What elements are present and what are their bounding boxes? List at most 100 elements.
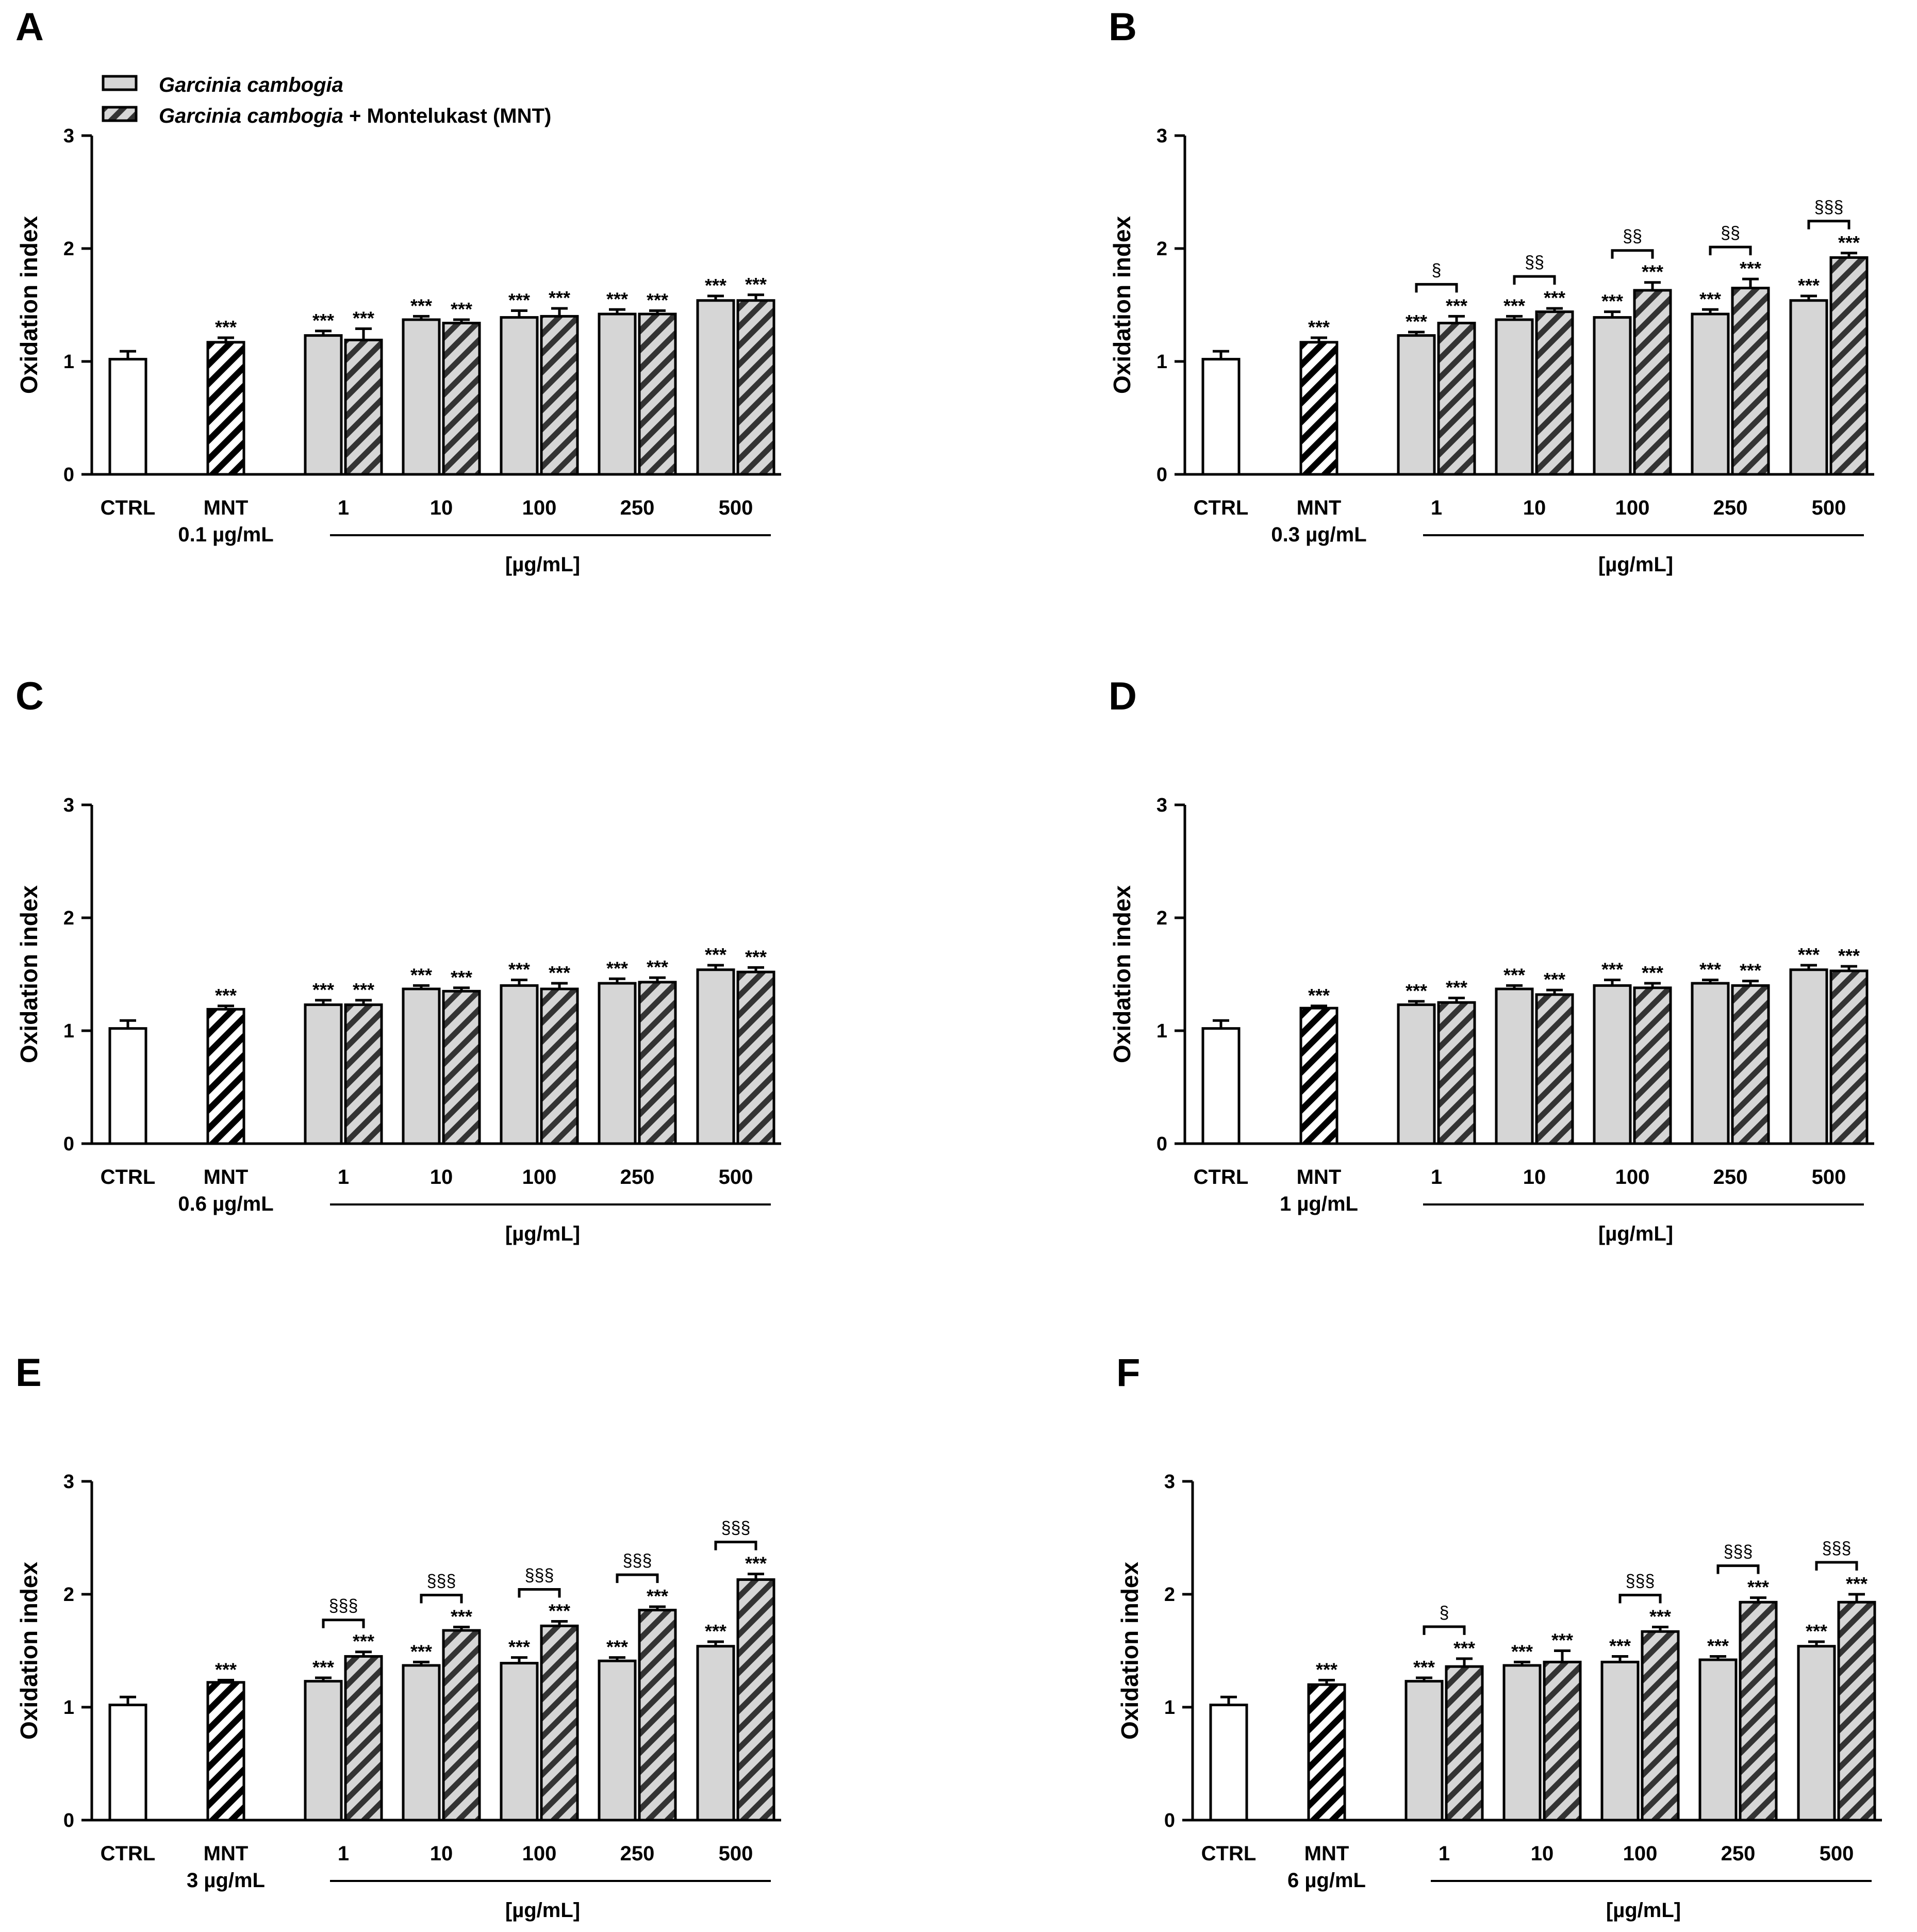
y-axis-label: Oxidation index (15, 885, 42, 1063)
bar-gc-mnt (1633, 986, 1672, 1145)
significance-gc-mnt: *** (1642, 962, 1663, 983)
bar-gc (1789, 299, 1828, 476)
significance-gc: *** (410, 295, 432, 316)
bar-gc (304, 1680, 343, 1822)
x-label-mnt-dose: 0.6 µg/mL (178, 1193, 273, 1215)
x-label-category: 100 (522, 497, 557, 519)
x-label-category: 100 (1615, 497, 1650, 519)
legend: Garcinia cambogia Garcinia cambogia + Mo… (102, 74, 551, 127)
y-tick-label: 2 (63, 907, 74, 929)
panel-label: F (1116, 1351, 1140, 1395)
bar-ctrl (1209, 1704, 1248, 1822)
bar-gc-mnt (540, 315, 579, 476)
x-label-category: 250 (620, 1842, 655, 1865)
bar-gc (1691, 312, 1730, 476)
significance-gc-mnt: *** (647, 1586, 668, 1607)
significance-gc-mnt: *** (647, 289, 668, 310)
x-label-category: 500 (1812, 1166, 1846, 1188)
significance-gc: *** (410, 964, 432, 985)
bar-gc (1397, 1003, 1436, 1145)
legend-label-combo: Garcinia cambogia + Montelukast (MNT) (159, 105, 551, 127)
bar-gc (1404, 1680, 1444, 1822)
significance-gc: *** (508, 1637, 530, 1658)
x-label-category: 250 (1713, 1166, 1748, 1188)
significance-gc-mnt: *** (1740, 960, 1761, 981)
legend-swatch-combo (102, 106, 138, 122)
comparison-bracket (1611, 249, 1654, 259)
bar-gc-mnt (442, 322, 481, 476)
bar-gc (402, 318, 441, 476)
bar-gc-mnt (1437, 322, 1476, 476)
x-label-mnt: MNT (1297, 1166, 1342, 1188)
bar-gc (500, 1662, 539, 1822)
bar-gc (1593, 984, 1632, 1145)
bar-gc (402, 987, 441, 1145)
x-label-ctrl: CTRL (101, 497, 156, 519)
bar-gc (1495, 318, 1534, 476)
bar-gc-mnt (638, 312, 677, 476)
bar-gc-mnt (1543, 1660, 1582, 1822)
x-label-category: 500 (719, 497, 753, 519)
bar-mnt (1307, 1683, 1346, 1822)
significance-gc-mnt: *** (353, 1631, 374, 1652)
y-tick-label: 1 (63, 351, 74, 373)
bar-gc (304, 334, 343, 476)
y-tick-label: 0 (1156, 464, 1167, 486)
bar-gc-mnt (1837, 1600, 1876, 1822)
comparison-bracket (714, 1541, 757, 1550)
comparison-significance: §§§ (1724, 1542, 1753, 1562)
x-label-mnt-dose: 3 µg/mL (187, 1869, 265, 1892)
x-label-mnt: MNT (1304, 1842, 1349, 1865)
bar-ctrl (108, 1027, 147, 1145)
significance-mnt: *** (215, 317, 237, 338)
comparison-bracket (1513, 275, 1556, 285)
y-tick-label: 0 (63, 464, 74, 486)
bar-mnt (206, 1008, 245, 1145)
panel-label: B (1109, 5, 1137, 49)
x-label-category: 250 (1713, 497, 1748, 519)
significance-mnt: *** (1308, 985, 1330, 1006)
y-tick-label: 0 (63, 1810, 74, 1831)
bar-ctrl (1201, 1027, 1241, 1145)
x-label-category: 10 (430, 1166, 453, 1188)
significance-gc-mnt: *** (1846, 1573, 1868, 1594)
x-label-mnt: MNT (1297, 497, 1342, 519)
comparison-significance: §§§ (525, 1566, 554, 1586)
y-tick-label: 3 (1164, 1471, 1175, 1493)
y-tick-label: 0 (63, 1133, 74, 1155)
bar-gc-mnt (736, 299, 775, 476)
significance-gc-mnt: *** (647, 956, 668, 978)
bar-gc (696, 299, 735, 476)
x-label-category: 250 (620, 497, 655, 519)
bar-gc-mnt (1633, 289, 1672, 476)
bar-gc (598, 1659, 637, 1822)
bar-gc-mnt (638, 981, 677, 1145)
significance-gc: *** (1511, 1641, 1533, 1662)
bar-ctrl (108, 358, 147, 476)
x-label-category: 100 (1615, 1166, 1650, 1188)
y-axis-label: Oxidation index (1116, 1562, 1143, 1740)
panel-e: E 0 1 2 3 Oxidation index CTRL *** MNT 3 µg/mL ***… (15, 1351, 781, 1922)
x-label-category: 100 (1623, 1842, 1658, 1865)
x-label-ctrl: CTRL (101, 1842, 156, 1865)
bar-gc-mnt (1437, 1001, 1476, 1145)
x-label-category: 1 (338, 497, 349, 519)
comparison-significance: §§§ (1814, 197, 1844, 217)
bar-gc-mnt (638, 1609, 677, 1822)
bar-gc (402, 1664, 441, 1822)
bar-gc (1789, 968, 1828, 1145)
y-tick-label: 3 (1156, 125, 1167, 147)
bar-gc-mnt (1535, 993, 1574, 1145)
bar-gc-mnt (1535, 310, 1574, 476)
comparison-bracket (1807, 220, 1850, 229)
significance-gc-mnt: *** (549, 1600, 570, 1622)
significance-gc: *** (1798, 944, 1820, 965)
bar-gc (598, 982, 637, 1145)
significance-gc: *** (1707, 1635, 1729, 1656)
x-label-ctrl: CTRL (1194, 1166, 1249, 1188)
bar-gc-mnt (1829, 256, 1869, 476)
comparison-significance: § (1440, 1603, 1449, 1623)
y-axis-label: Oxidation index (1109, 216, 1135, 394)
panel-label: A (15, 5, 44, 49)
